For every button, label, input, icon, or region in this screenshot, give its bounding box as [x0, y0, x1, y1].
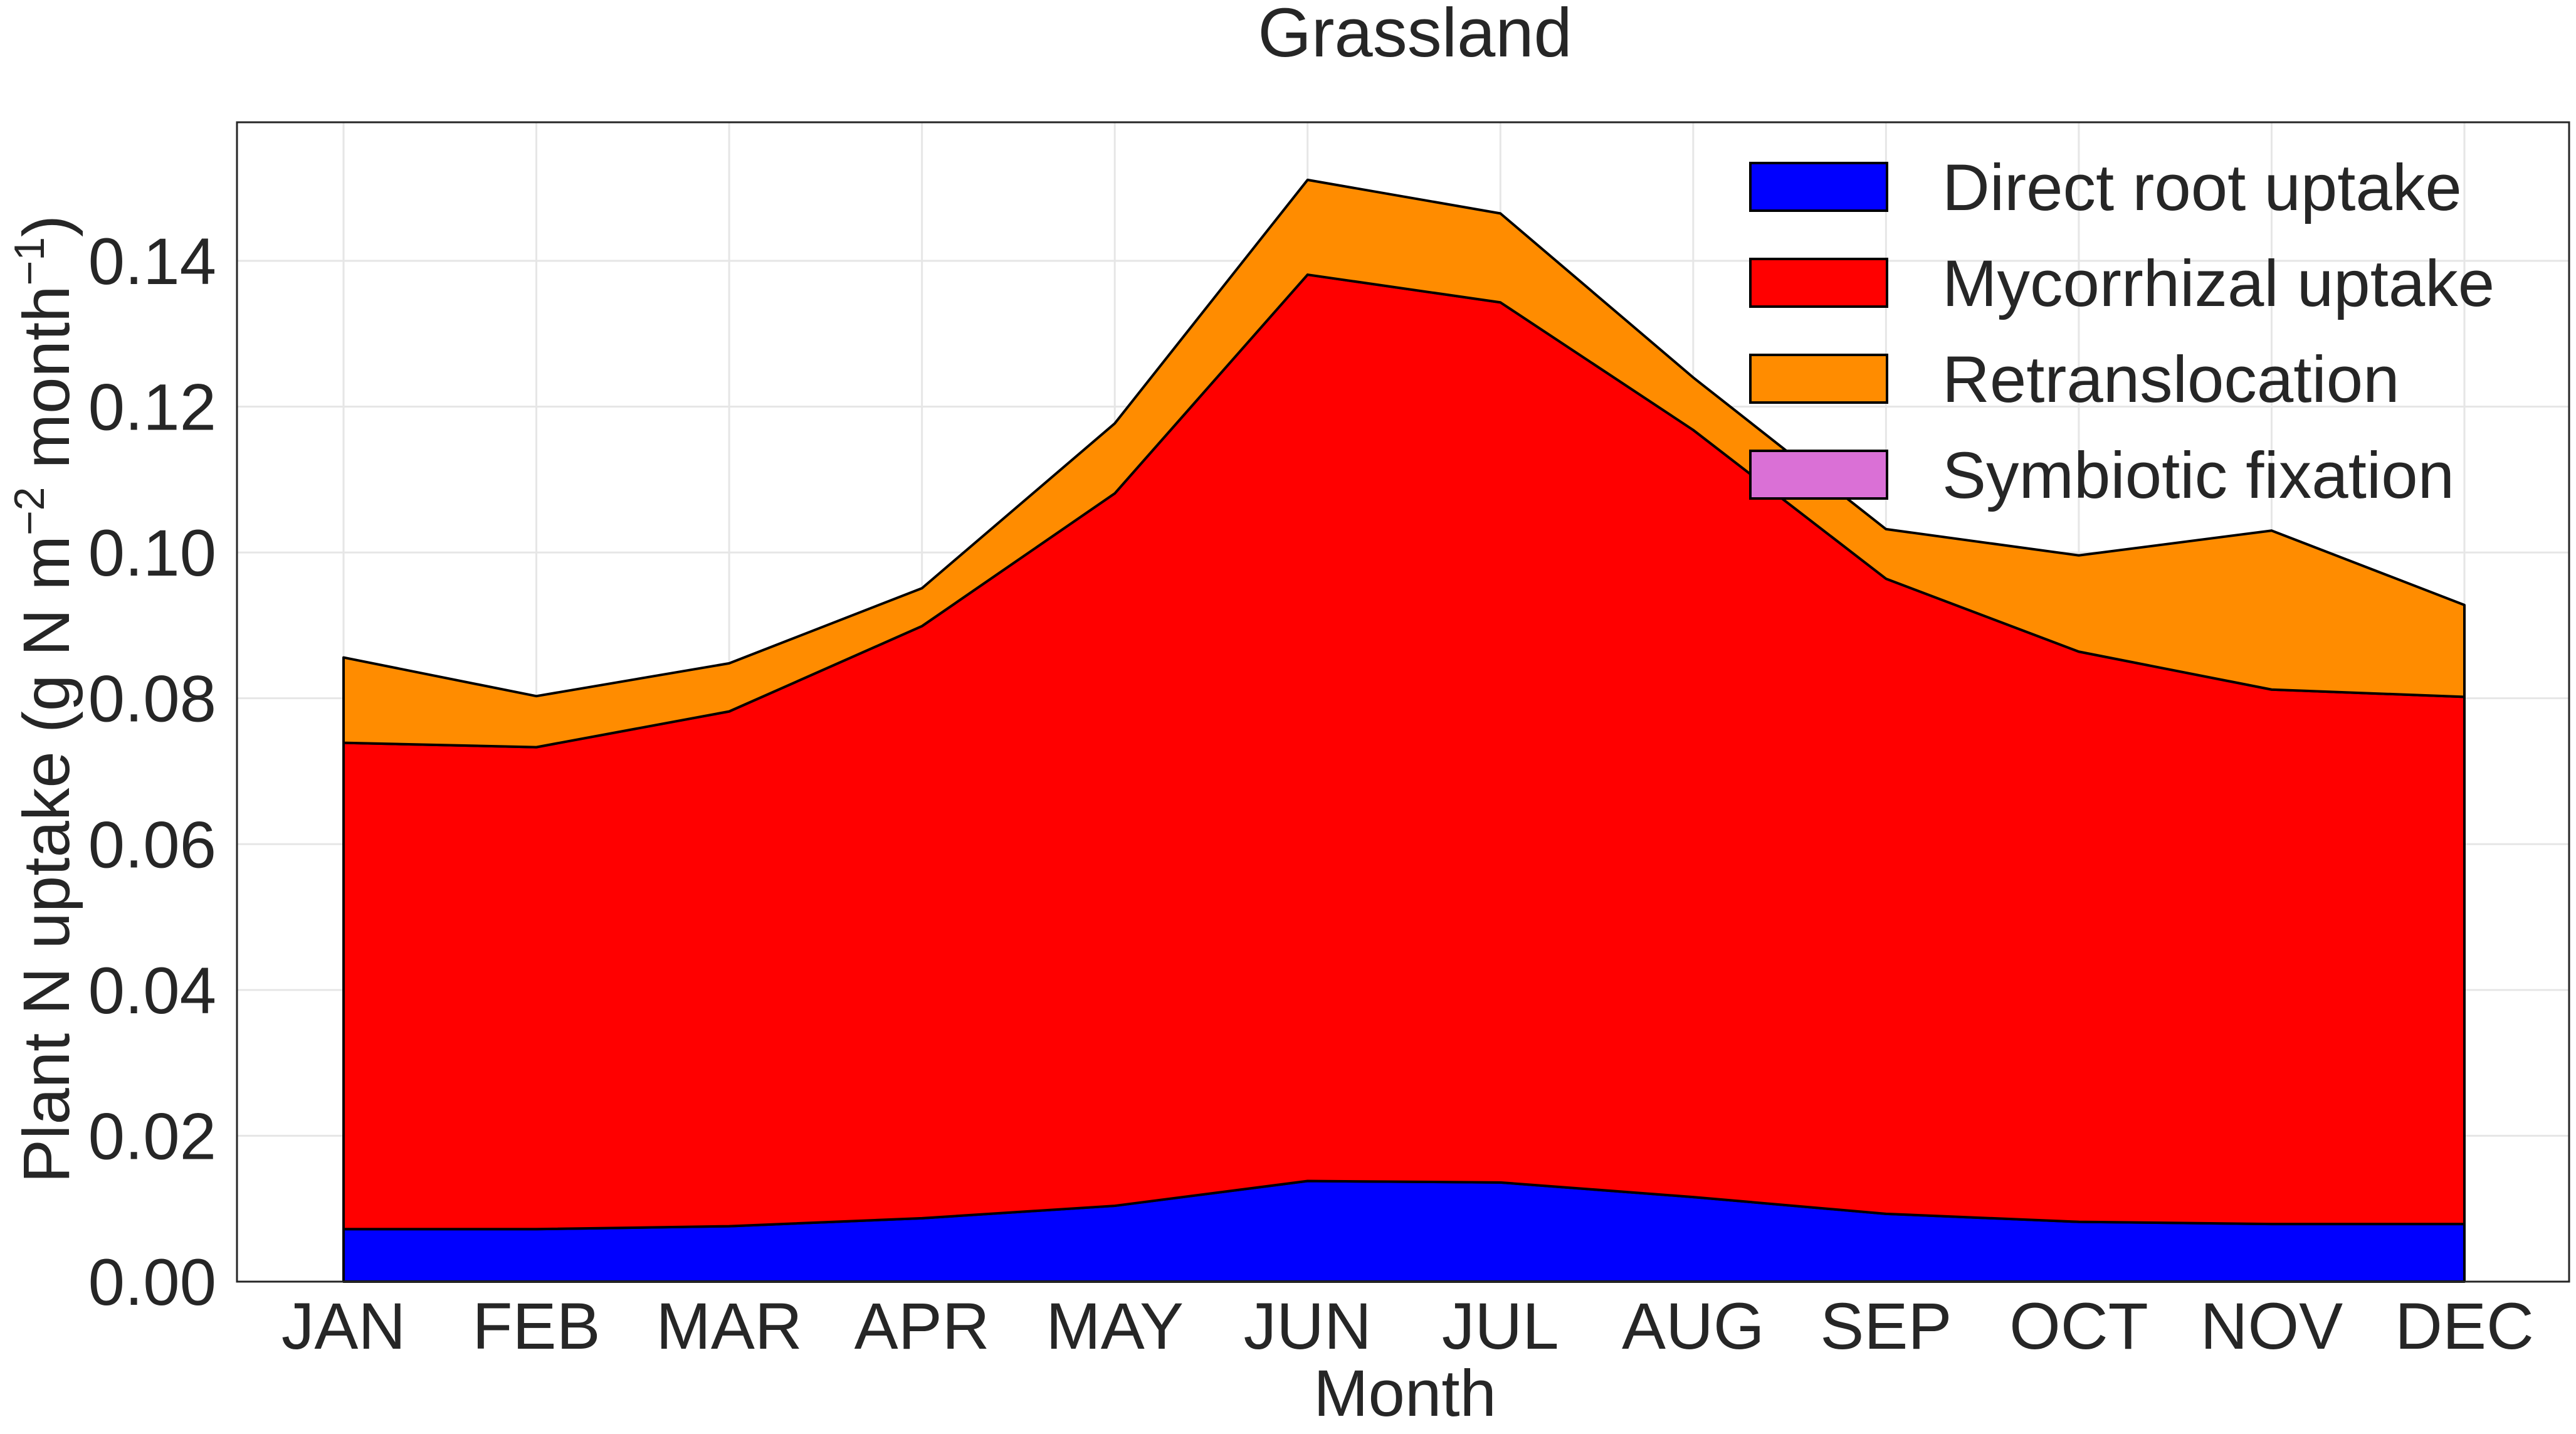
legend: Direct root uptake Mycorrhizal uptake Retr…: [1749, 151, 2495, 512]
y-axis-ticks: 0.00 0.02 0.04 0.06 0.08 0.10 0.12 0.14: [88, 225, 216, 1319]
y-tick-label: 0.12: [88, 371, 216, 445]
y-tick-label: 0.00: [88, 1246, 216, 1319]
legend-swatch: [1749, 258, 1888, 308]
legend-label: Retranslocation: [1942, 343, 2400, 416]
y-tick-label: 0.08: [88, 663, 216, 736]
legend-swatch: [1749, 354, 1888, 404]
y-tick-label: 0.14: [88, 225, 216, 298]
legend-label: Symbiotic fixation: [1942, 439, 2454, 512]
x-tick-label: NOV: [2200, 1290, 2343, 1363]
y-axis-label-sup2: −1: [6, 237, 53, 286]
y-tick-label: 0.04: [88, 954, 216, 1028]
y-axis-label: Plant N uptake (g N m−2 month−1): [6, 215, 83, 1183]
x-tick-label: APR: [854, 1290, 990, 1363]
y-tick-label: 0.02: [88, 1100, 216, 1173]
chart-title: Grassland: [1258, 0, 1572, 71]
legend-label: Direct root uptake: [1942, 151, 2462, 224]
area-mycorrhizal-uptake: [342, 273, 2466, 1231]
x-axis-label: Month: [1313, 1357, 1496, 1430]
area-retranslocation: [342, 178, 2466, 749]
plot-frame: [236, 121, 2570, 1283]
x-tick-label: MAY: [1046, 1290, 1184, 1363]
x-tick-label: SEP: [1820, 1290, 1952, 1363]
x-tick-label: JAN: [281, 1290, 406, 1363]
y-axis-label-sup1: −2: [6, 487, 53, 536]
legend-swatch: [1749, 450, 1888, 500]
x-axis-ticks: JAN FEB MAR APR MAY JUN JUL AUG SEP OCT NOV DEC: [281, 1290, 2534, 1363]
x-tick-label: JUL: [1442, 1290, 1559, 1363]
x-tick-label: MAR: [656, 1290, 802, 1363]
x-tick-label: JUN: [1244, 1290, 1372, 1363]
x-tick-label: FEB: [472, 1290, 600, 1363]
y-tick-label: 0.06: [88, 808, 216, 882]
y-axis-label-mid: month: [10, 286, 83, 487]
x-tick-label: DEC: [2395, 1290, 2534, 1363]
x-tick-label: OCT: [2009, 1290, 2148, 1363]
legend-swatch: [1749, 162, 1888, 212]
y-tick-label: 0.10: [88, 517, 216, 590]
legend-label: Mycorrhizal uptake: [1942, 247, 2495, 320]
y-axis-label-end: ): [10, 215, 83, 237]
x-tick-label: AUG: [1622, 1290, 1765, 1363]
y-axis-label-main: Plant N uptake (g N m: [10, 535, 83, 1183]
